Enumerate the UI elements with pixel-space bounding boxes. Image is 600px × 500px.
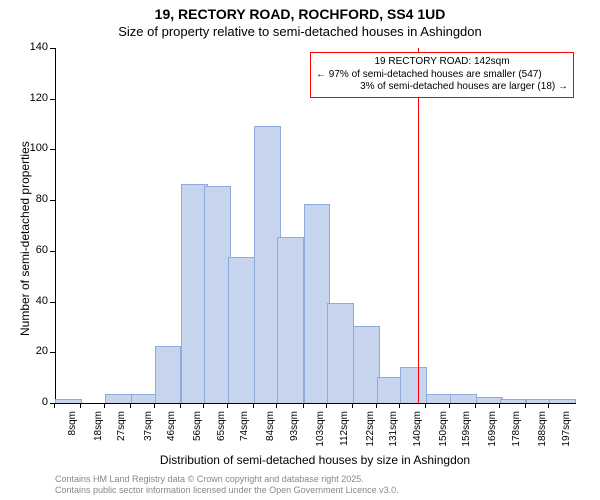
credits: Contains HM Land Registry data © Crown c…: [55, 474, 399, 496]
y-tick-label: 120: [20, 92, 48, 104]
x-tick-label: 197sqm: [561, 411, 572, 461]
x-tick-label: 140sqm: [412, 411, 423, 461]
x-tick-mark: [203, 403, 204, 408]
y-tick-mark: [50, 99, 55, 100]
x-tick-label: 93sqm: [289, 411, 300, 461]
x-tick-mark: [449, 403, 450, 408]
histogram-bar: [450, 394, 477, 403]
annotation-box: 19 RECTORY ROAD: 142sqm← 97% of semi-det…: [310, 52, 574, 98]
credits-line-2: Contains public sector information licen…: [55, 485, 399, 496]
chart-container: { "title_main": "19, RECTORY ROAD, ROCHF…: [0, 0, 600, 500]
x-tick-mark: [548, 403, 549, 408]
x-tick-label: 37sqm: [143, 411, 154, 461]
y-tick-label: 0: [20, 396, 48, 408]
x-tick-mark: [525, 403, 526, 408]
x-tick-label: 18sqm: [93, 411, 104, 461]
y-tick-label: 140: [20, 41, 48, 53]
x-tick-mark: [399, 403, 400, 408]
y-tick-label: 80: [20, 193, 48, 205]
plot-area: 19 RECTORY ROAD: 142sqm← 97% of semi-det…: [55, 48, 576, 404]
histogram-bar: [549, 399, 576, 403]
x-tick-mark: [54, 403, 55, 408]
histogram-bar: [327, 303, 354, 403]
y-tick-label: 40: [20, 295, 48, 307]
x-tick-label: 46sqm: [166, 411, 177, 461]
histogram-bar: [228, 257, 255, 403]
property-marker-line: [418, 48, 419, 403]
chart-title: 19, RECTORY ROAD, ROCHFORD, SS4 1UD: [0, 6, 600, 22]
x-tick-label: 112sqm: [339, 411, 350, 461]
histogram-bar: [500, 399, 527, 403]
x-tick-label: 178sqm: [511, 411, 522, 461]
x-tick-label: 65sqm: [216, 411, 227, 461]
histogram-bar: [277, 237, 304, 403]
x-tick-mark: [227, 403, 228, 408]
x-tick-mark: [352, 403, 353, 408]
x-tick-mark: [303, 403, 304, 408]
x-tick-mark: [154, 403, 155, 408]
x-tick-label: 84sqm: [265, 411, 276, 461]
x-tick-label: 159sqm: [461, 411, 472, 461]
x-tick-mark: [104, 403, 105, 408]
x-tick-mark: [276, 403, 277, 408]
x-tick-label: 150sqm: [438, 411, 449, 461]
y-tick-mark: [50, 251, 55, 252]
x-tick-label: 103sqm: [315, 411, 326, 461]
x-tick-mark: [475, 403, 476, 408]
x-tick-mark: [130, 403, 131, 408]
x-tick-mark: [253, 403, 254, 408]
credits-line-1: Contains HM Land Registry data © Crown c…: [55, 474, 399, 485]
y-tick-label: 100: [20, 142, 48, 154]
histogram-bar: [400, 367, 427, 404]
histogram-bar: [155, 346, 182, 403]
x-tick-mark: [80, 403, 81, 408]
histogram-bar: [105, 394, 132, 403]
x-tick-label: 56sqm: [192, 411, 203, 461]
y-tick-mark: [50, 302, 55, 303]
y-tick-mark: [50, 200, 55, 201]
annotation-line: 3% of semi-detached houses are larger (1…: [316, 81, 568, 94]
x-tick-label: 169sqm: [487, 411, 498, 461]
y-tick-mark: [50, 48, 55, 49]
y-tick-mark: [50, 352, 55, 353]
chart-subtitle: Size of property relative to semi-detach…: [0, 24, 600, 39]
x-tick-mark: [326, 403, 327, 408]
x-tick-mark: [376, 403, 377, 408]
x-tick-mark: [499, 403, 500, 408]
y-tick-mark: [50, 149, 55, 150]
histogram-bar: [55, 399, 82, 403]
x-tick-label: 188sqm: [537, 411, 548, 461]
x-tick-mark: [425, 403, 426, 408]
y-tick-label: 20: [20, 345, 48, 357]
x-tick-label: 131sqm: [388, 411, 399, 461]
annotation-line: 19 RECTORY ROAD: 142sqm: [316, 56, 568, 69]
y-tick-label: 60: [20, 244, 48, 256]
x-tick-label: 27sqm: [116, 411, 127, 461]
x-tick-mark: [180, 403, 181, 408]
x-tick-label: 74sqm: [239, 411, 250, 461]
annotation-line: ← 97% of semi-detached houses are smalle…: [316, 69, 568, 82]
x-tick-label: 122sqm: [365, 411, 376, 461]
x-tick-label: 8sqm: [67, 411, 78, 461]
